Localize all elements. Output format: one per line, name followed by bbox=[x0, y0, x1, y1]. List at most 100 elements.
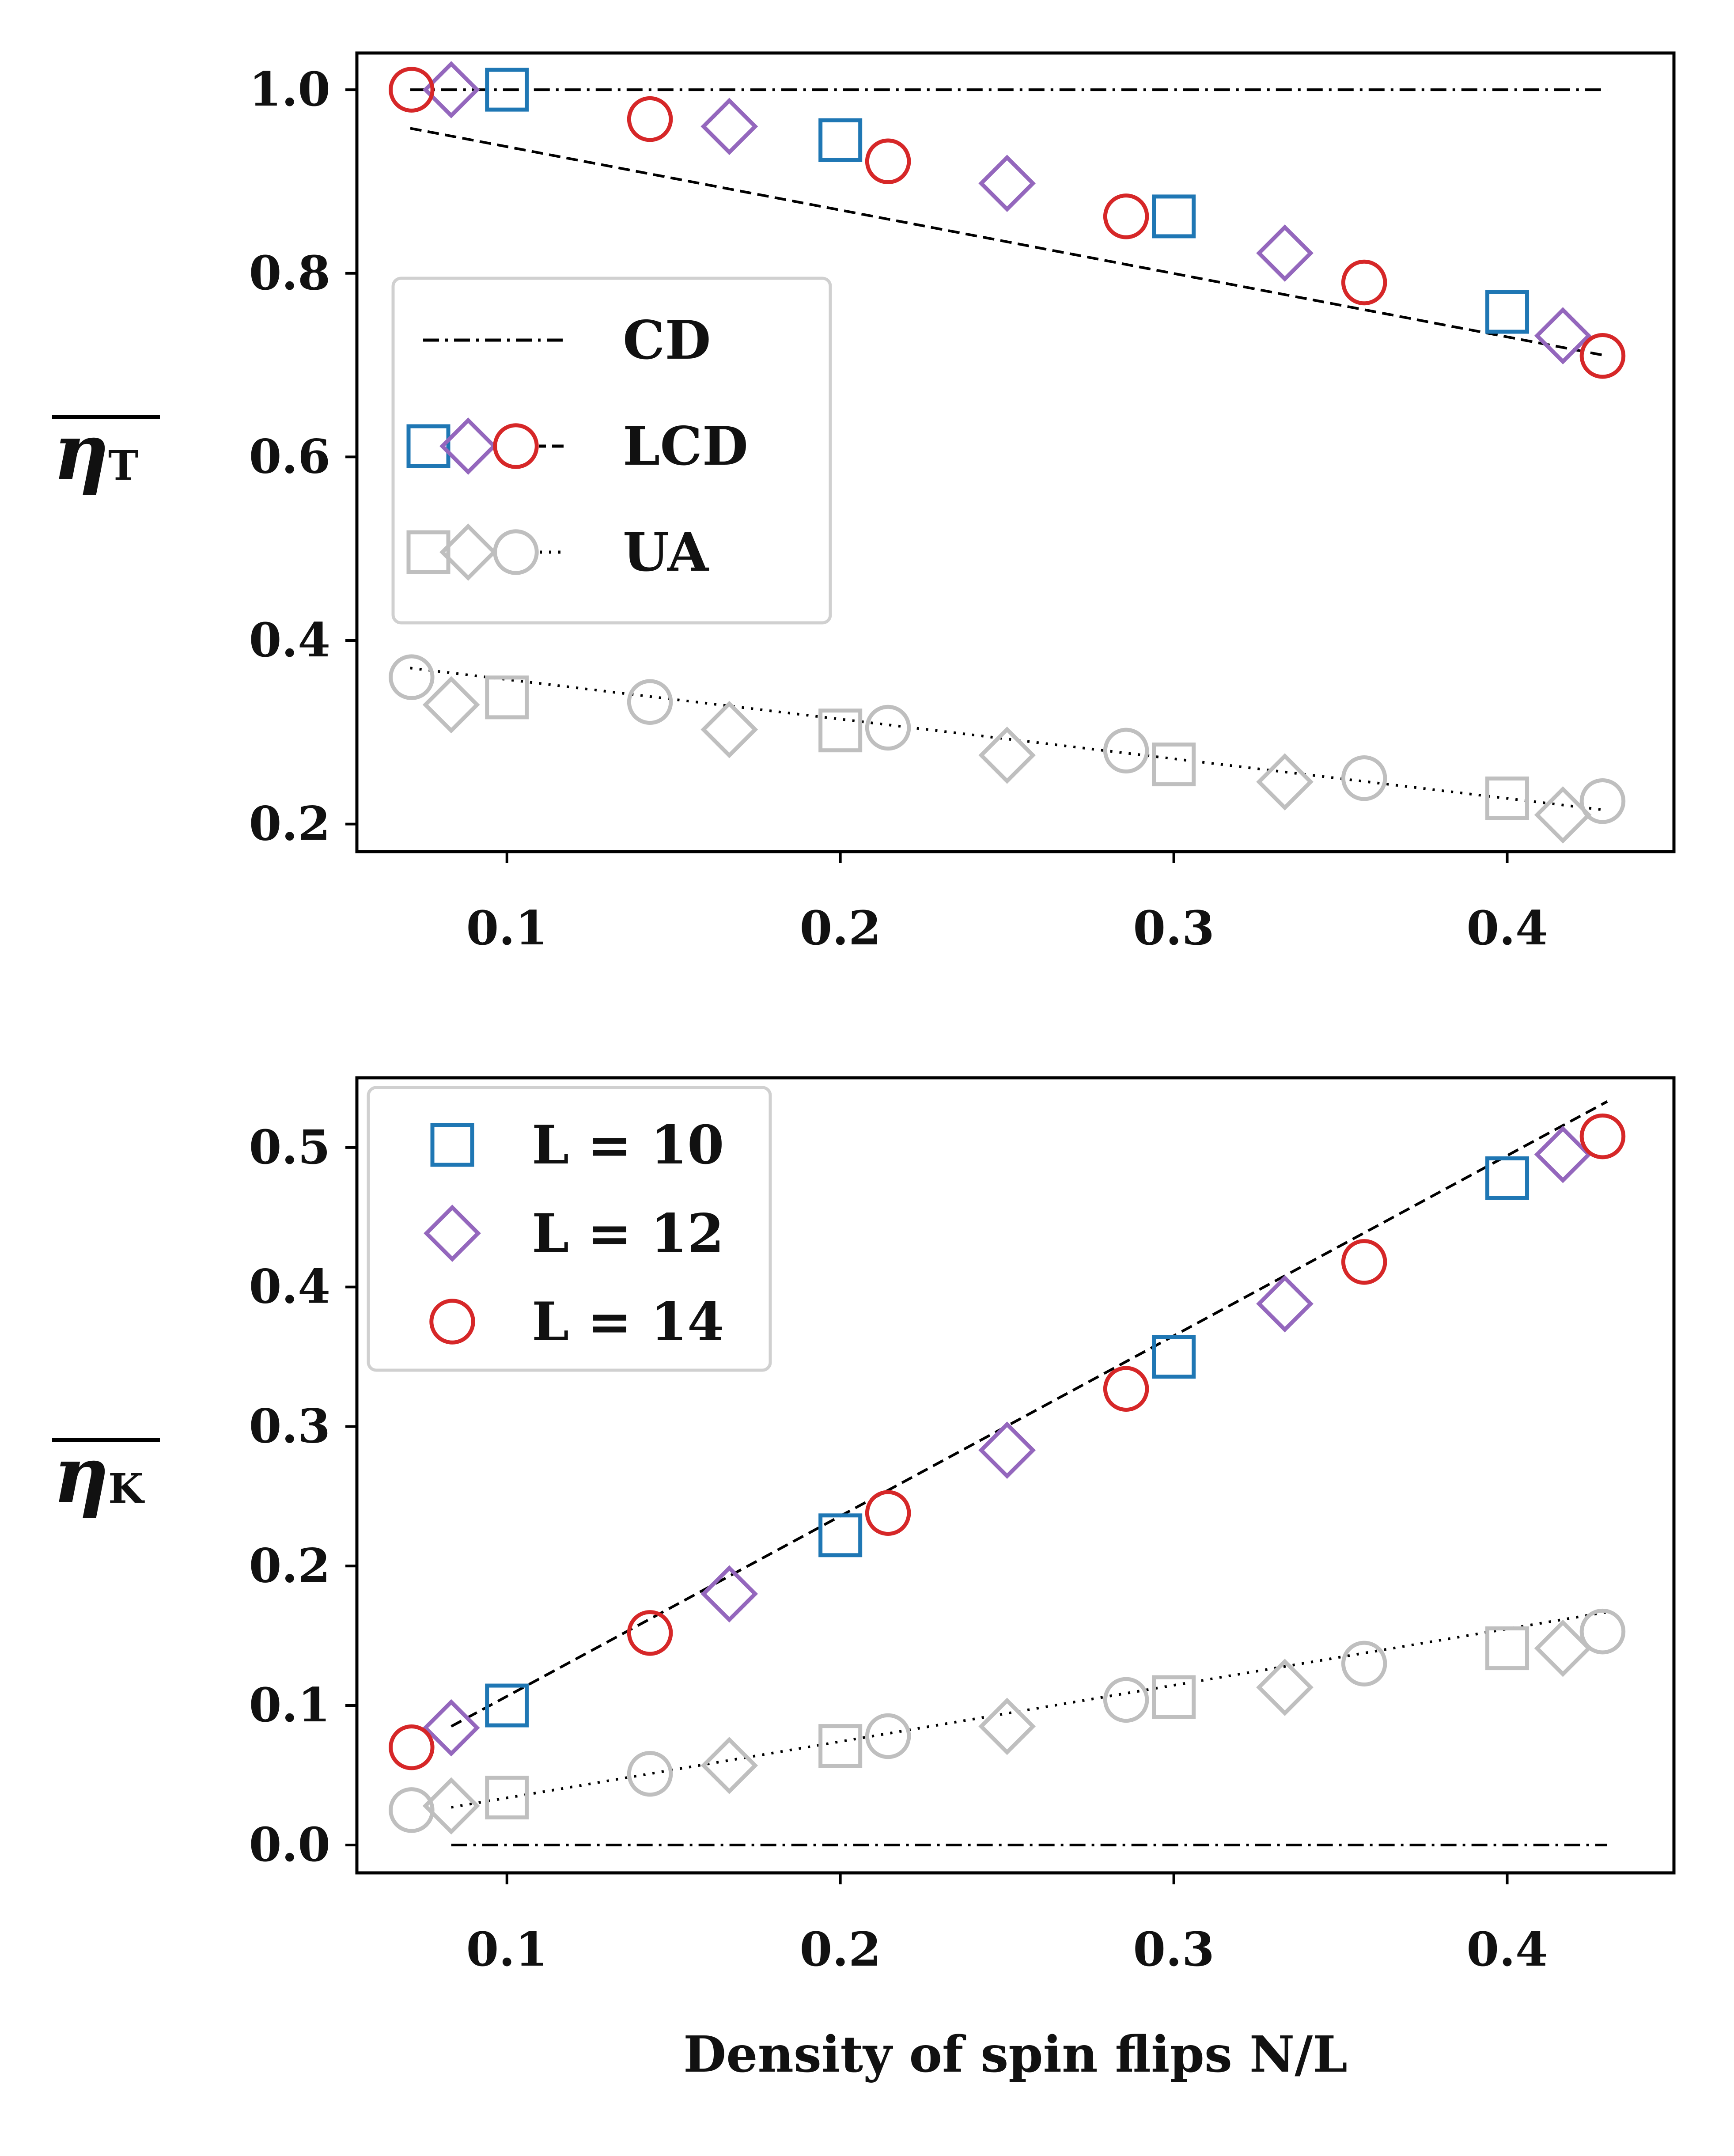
data-point-square bbox=[1485, 290, 1530, 334]
top-series-ua-square bbox=[485, 675, 1530, 820]
legend-marker-square bbox=[430, 1123, 474, 1167]
legend-marker-diamond bbox=[424, 1205, 481, 1262]
x-tick-label: 0.1 bbox=[466, 1921, 548, 1977]
x-tick-label: 0.4 bbox=[1466, 900, 1548, 955]
bottom-series-ua-diamond bbox=[422, 1619, 1592, 1835]
legend-marker-circle bbox=[493, 529, 539, 575]
data-point-diamond bbox=[1256, 224, 1314, 282]
legend-marker-circle bbox=[429, 1299, 475, 1345]
data-point-diamond bbox=[422, 61, 480, 118]
data-point-diamond bbox=[978, 155, 1036, 212]
data-point-square bbox=[485, 1683, 529, 1728]
legend-marker-bg bbox=[492, 423, 539, 470]
data-point-circle bbox=[389, 67, 435, 113]
legend-entry-l=14: L = 14 bbox=[429, 1291, 724, 1353]
data-point-circle bbox=[1341, 1641, 1387, 1687]
data-point-square bbox=[1152, 1335, 1196, 1379]
data-point-square bbox=[1152, 1675, 1196, 1719]
data-point-diamond bbox=[978, 1421, 1036, 1479]
data-point-circle bbox=[1341, 1239, 1387, 1285]
top-series-lcd-circle bbox=[389, 67, 1626, 379]
data-point-diamond bbox=[1256, 753, 1314, 811]
legend-entry-lcd: LCD bbox=[405, 415, 748, 477]
bottom-ylabel: η bbox=[53, 1430, 109, 1520]
legend-marker-square bbox=[406, 530, 451, 574]
data-point-circle bbox=[627, 96, 673, 142]
data-point-diamond bbox=[1256, 1275, 1314, 1333]
y-tick-label: 0.2 bbox=[249, 796, 330, 851]
x-tick-label: 0.1 bbox=[466, 900, 548, 955]
data-point-diamond bbox=[978, 726, 1036, 784]
data-point-circle bbox=[1579, 1608, 1626, 1655]
legend-marker-diamond bbox=[439, 417, 497, 475]
top-series-ua-diamond bbox=[422, 676, 1592, 844]
legend-box bbox=[367, 1086, 772, 1372]
data-point-circle bbox=[1103, 728, 1149, 774]
data-point-circle bbox=[389, 654, 435, 700]
data-point-circle bbox=[627, 679, 673, 725]
top-series-lcd-diamond bbox=[422, 61, 1592, 364]
top-line-lcd-fit bbox=[410, 127, 1608, 357]
bottom-line-lcd-fit bbox=[451, 1100, 1608, 1728]
data-point-diamond bbox=[422, 1699, 480, 1757]
bottom-axes-frame bbox=[355, 1076, 1676, 1875]
bottom-series-lcd-circle bbox=[389, 1113, 1626, 1770]
y-tick-label: 0.5 bbox=[249, 1119, 330, 1175]
data-point-diamond bbox=[1534, 1125, 1592, 1183]
data-point-square bbox=[1485, 1626, 1530, 1671]
legend-label: UA bbox=[623, 521, 709, 584]
data-point-circle bbox=[1579, 778, 1626, 824]
legend-entry-l=12: L = 12 bbox=[424, 1202, 724, 1265]
legend-marker-diamond bbox=[439, 523, 497, 581]
legend-entry-ua: UA bbox=[405, 521, 709, 584]
data-point-circle bbox=[1579, 1113, 1626, 1159]
top-panel: 0.1 0.2 0.3 0.4 0.2 0.4 0.6 0.8 1.0 ηT CD LCD UA bbox=[52, 51, 1676, 955]
data-point-circle bbox=[1103, 1366, 1149, 1412]
data-point-diamond bbox=[700, 1736, 758, 1794]
data-point-circle bbox=[627, 1751, 673, 1797]
y-tick-label: 0.2 bbox=[249, 1538, 330, 1593]
data-point-circle bbox=[865, 138, 911, 184]
data-point-square bbox=[485, 68, 529, 112]
x-tick-label: 0.4 bbox=[1466, 1921, 1548, 1977]
legend-marker-bg bbox=[445, 529, 492, 576]
top-ylabel: η bbox=[53, 407, 109, 497]
bottom-series-ua-circle bbox=[389, 1608, 1626, 1833]
data-point-circle bbox=[865, 1713, 911, 1759]
legend-label: CD bbox=[623, 309, 711, 371]
data-point-diamond bbox=[1534, 307, 1592, 364]
legend-marker-circle bbox=[493, 423, 539, 469]
legend-entry-cd: CD bbox=[423, 309, 711, 371]
legend-marker-square bbox=[406, 424, 451, 468]
x-tick-label: 0.3 bbox=[1133, 1921, 1214, 1977]
data-point-circle bbox=[1341, 259, 1387, 306]
legend-marker-bg bbox=[445, 423, 492, 470]
data-point-diamond bbox=[1534, 1619, 1592, 1677]
top-series-lcd-square bbox=[485, 68, 1530, 334]
data-point-square bbox=[1485, 776, 1530, 820]
data-point-square bbox=[818, 1724, 863, 1768]
legend-marker-bg bbox=[492, 529, 539, 576]
data-point-diamond bbox=[422, 676, 480, 734]
x-tick-label: 0.3 bbox=[1133, 900, 1214, 955]
bottom-series-ua-square bbox=[485, 1626, 1530, 1819]
bottom-ylabel-subscript: K bbox=[108, 1465, 145, 1512]
data-point-diamond bbox=[700, 701, 758, 758]
data-point-square bbox=[485, 675, 529, 720]
data-point-square bbox=[1485, 1156, 1530, 1200]
data-point-circle bbox=[389, 1724, 435, 1770]
top-ylabel-subscript: T bbox=[108, 442, 138, 489]
legend-label: L = 12 bbox=[532, 1202, 724, 1265]
top-series-ua-circle bbox=[389, 654, 1626, 824]
y-tick-label: 1.0 bbox=[249, 61, 330, 117]
data-point-diamond bbox=[978, 1698, 1036, 1755]
y-tick-label: 0.8 bbox=[249, 245, 330, 300]
legend-label: L = 14 bbox=[532, 1291, 724, 1353]
x-tick-label: 0.2 bbox=[799, 900, 881, 955]
data-point-diamond bbox=[700, 1565, 758, 1623]
data-point-circle bbox=[389, 1787, 435, 1833]
bottom-line-ua-fit bbox=[451, 1610, 1608, 1809]
legend-entry-l=10: L = 10 bbox=[430, 1114, 724, 1176]
y-tick-label: 0.3 bbox=[249, 1398, 330, 1453]
